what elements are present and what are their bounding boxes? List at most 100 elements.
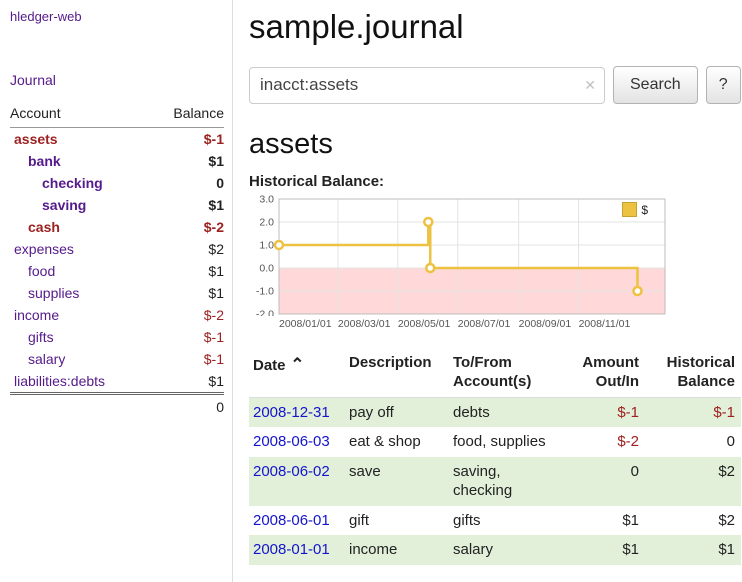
transaction-description: save bbox=[349, 462, 381, 480]
search-form: ✕ Search ? bbox=[249, 66, 741, 104]
account-balance: $1 bbox=[208, 153, 224, 169]
transaction-accounts: saving, checking bbox=[453, 462, 513, 500]
x-tick-label: 2008/11/01 bbox=[578, 318, 631, 330]
account-link[interactable]: bank bbox=[28, 153, 61, 169]
x-tick-label: 2008/03/01 bbox=[337, 318, 391, 330]
account-link[interactable]: liabilities:debts bbox=[14, 373, 106, 389]
svg-text:3.0: 3.0 bbox=[259, 194, 274, 206]
account-row: expenses $2 bbox=[10, 238, 224, 260]
account-balance: $-1 bbox=[203, 351, 224, 367]
transaction-accounts: gifts bbox=[453, 511, 481, 529]
chart-canvas: 3.0 2.0 1.0 0.0 -1.0 -2.0 bbox=[256, 194, 666, 321]
register-row: 2008-06-03 eat & shop food, supplies $-2 0 bbox=[249, 427, 741, 457]
register-column-header[interactable]: Date ⌃ bbox=[249, 352, 345, 398]
main-content: sample.journal ✕ Search ? assets Histori… bbox=[234, 0, 742, 565]
account-link[interactable]: salary bbox=[28, 351, 66, 367]
svg-text:1.0: 1.0 bbox=[259, 240, 274, 252]
search-box: ✕ bbox=[249, 66, 605, 104]
account-link[interactable]: assets bbox=[14, 131, 58, 147]
account-balance: $1 bbox=[208, 373, 224, 389]
transaction-accounts: food, supplies bbox=[453, 433, 546, 450]
account-row: supplies $1 bbox=[10, 282, 224, 304]
accounts-total-row: 0 bbox=[10, 392, 224, 418]
transaction-accounts: salary bbox=[453, 541, 494, 558]
account-link[interactable]: checking bbox=[42, 175, 103, 191]
account-row: cash $-2 bbox=[10, 216, 224, 238]
register-row: 2008-01-01 income salary $1 $1 bbox=[249, 535, 741, 565]
chart-point bbox=[632, 285, 643, 297]
transaction-amount: 0 bbox=[630, 462, 639, 480]
account-row: liabilities:debts $1 bbox=[10, 370, 224, 394]
account-balance: $1 bbox=[208, 285, 224, 301]
transaction-date-link[interactable]: 2008-06-02 bbox=[253, 462, 330, 480]
account-link[interactable]: supplies bbox=[28, 285, 80, 301]
transaction-balance: 0 bbox=[726, 433, 735, 450]
svg-text:-1.0: -1.0 bbox=[256, 286, 274, 298]
account-balance: $1 bbox=[208, 263, 224, 279]
x-tick-label: 2008/05/01 bbox=[397, 318, 451, 330]
register-column-header: Historical Balance bbox=[645, 352, 741, 398]
svg-text:0.0: 0.0 bbox=[259, 263, 274, 275]
account-balance: $-2 bbox=[203, 307, 224, 323]
account-heading: assets bbox=[249, 128, 333, 160]
account-balance: $-2 bbox=[203, 219, 224, 235]
page-title: sample.journal bbox=[249, 8, 464, 45]
chart-point bbox=[273, 239, 285, 251]
account-row: saving $1 bbox=[10, 194, 224, 216]
register-row: 2008-06-01 gift gifts $1 $2 bbox=[249, 506, 741, 536]
transaction-date-link[interactable]: 2008-12-31 bbox=[253, 403, 330, 421]
register-table: Date ⌃ Description To/From Account(s) Amount… bbox=[249, 352, 741, 565]
nav-journal-link[interactable]: Journal bbox=[10, 72, 56, 88]
transaction-date-link[interactable]: 2008-06-01 bbox=[253, 511, 330, 529]
search-button[interactable]: Search bbox=[613, 66, 698, 104]
x-tick-label: 2008/01/01 bbox=[279, 318, 332, 330]
transaction-balance: $2 bbox=[718, 462, 735, 480]
legend-swatch-icon bbox=[622, 202, 638, 217]
register-column-header: To/From Account(s) bbox=[449, 352, 561, 398]
register-column-header: Description bbox=[345, 352, 449, 398]
transaction-balance: $2 bbox=[718, 511, 735, 529]
transaction-description: income bbox=[349, 541, 398, 558]
account-balance: $1 bbox=[208, 197, 224, 213]
transaction-date-link[interactable]: 2008-06-03 bbox=[253, 433, 330, 450]
account-row: food $1 bbox=[10, 260, 224, 282]
search-input[interactable] bbox=[249, 66, 605, 104]
transaction-amount: $1 bbox=[622, 511, 639, 529]
transaction-accounts: debts bbox=[453, 403, 490, 421]
register-row: 2008-12-31 pay off debts $-1 $-1 bbox=[249, 397, 741, 427]
account-row: income $-2 bbox=[10, 304, 224, 326]
transaction-amount: $-1 bbox=[617, 403, 639, 421]
account-link[interactable]: saving bbox=[42, 197, 87, 213]
transaction-description: gift bbox=[349, 511, 370, 529]
account-balance: $-1 bbox=[203, 329, 224, 345]
accounts-table: Account Balance assets $-1 bank $1 checking 0… bbox=[10, 102, 224, 418]
account-row: checking 0 bbox=[10, 172, 224, 194]
register-row: 2008-06-02 save saving, checking 0 $2 bbox=[249, 456, 741, 506]
svg-text:-2.0: -2.0 bbox=[256, 309, 274, 317]
chart-title: Historical Balance: bbox=[249, 173, 385, 190]
account-link[interactable]: income bbox=[14, 307, 60, 323]
account-link[interactable]: food bbox=[28, 263, 56, 279]
legend-label: $ bbox=[641, 202, 648, 217]
account-balance: 0 bbox=[216, 175, 224, 191]
transaction-amount: $-2 bbox=[617, 433, 639, 450]
x-tick-label: 2008/09/01 bbox=[518, 318, 572, 330]
chart-legend: $ bbox=[618, 201, 652, 218]
account-link[interactable]: gifts bbox=[28, 329, 54, 345]
account-row: bank $1 bbox=[10, 150, 224, 172]
account-row: salary $-1 bbox=[10, 348, 224, 370]
account-link[interactable]: cash bbox=[28, 219, 60, 235]
help-button[interactable]: ? bbox=[705, 66, 741, 104]
accounts-header-account: Account bbox=[10, 102, 150, 128]
brand-link[interactable]: hledger-web bbox=[10, 9, 82, 24]
transaction-balance: $-1 bbox=[713, 403, 735, 421]
register-column-header: Amount Out/In bbox=[561, 352, 645, 398]
balance-chart: 3.0 2.0 1.0 0.0 -1.0 -2.0 $ 2008/01/01 2008/03… bbox=[249, 194, 694, 336]
transaction-description: eat & shop bbox=[349, 433, 421, 450]
x-tick-label: 2008/07/01 bbox=[457, 318, 511, 330]
transaction-amount: $1 bbox=[622, 541, 639, 558]
clear-search-icon[interactable]: ✕ bbox=[584, 76, 596, 93]
transaction-date-link[interactable]: 2008-01-01 bbox=[253, 541, 330, 558]
sort-asc-icon: ⌃ bbox=[285, 355, 305, 374]
account-link[interactable]: expenses bbox=[14, 241, 74, 257]
